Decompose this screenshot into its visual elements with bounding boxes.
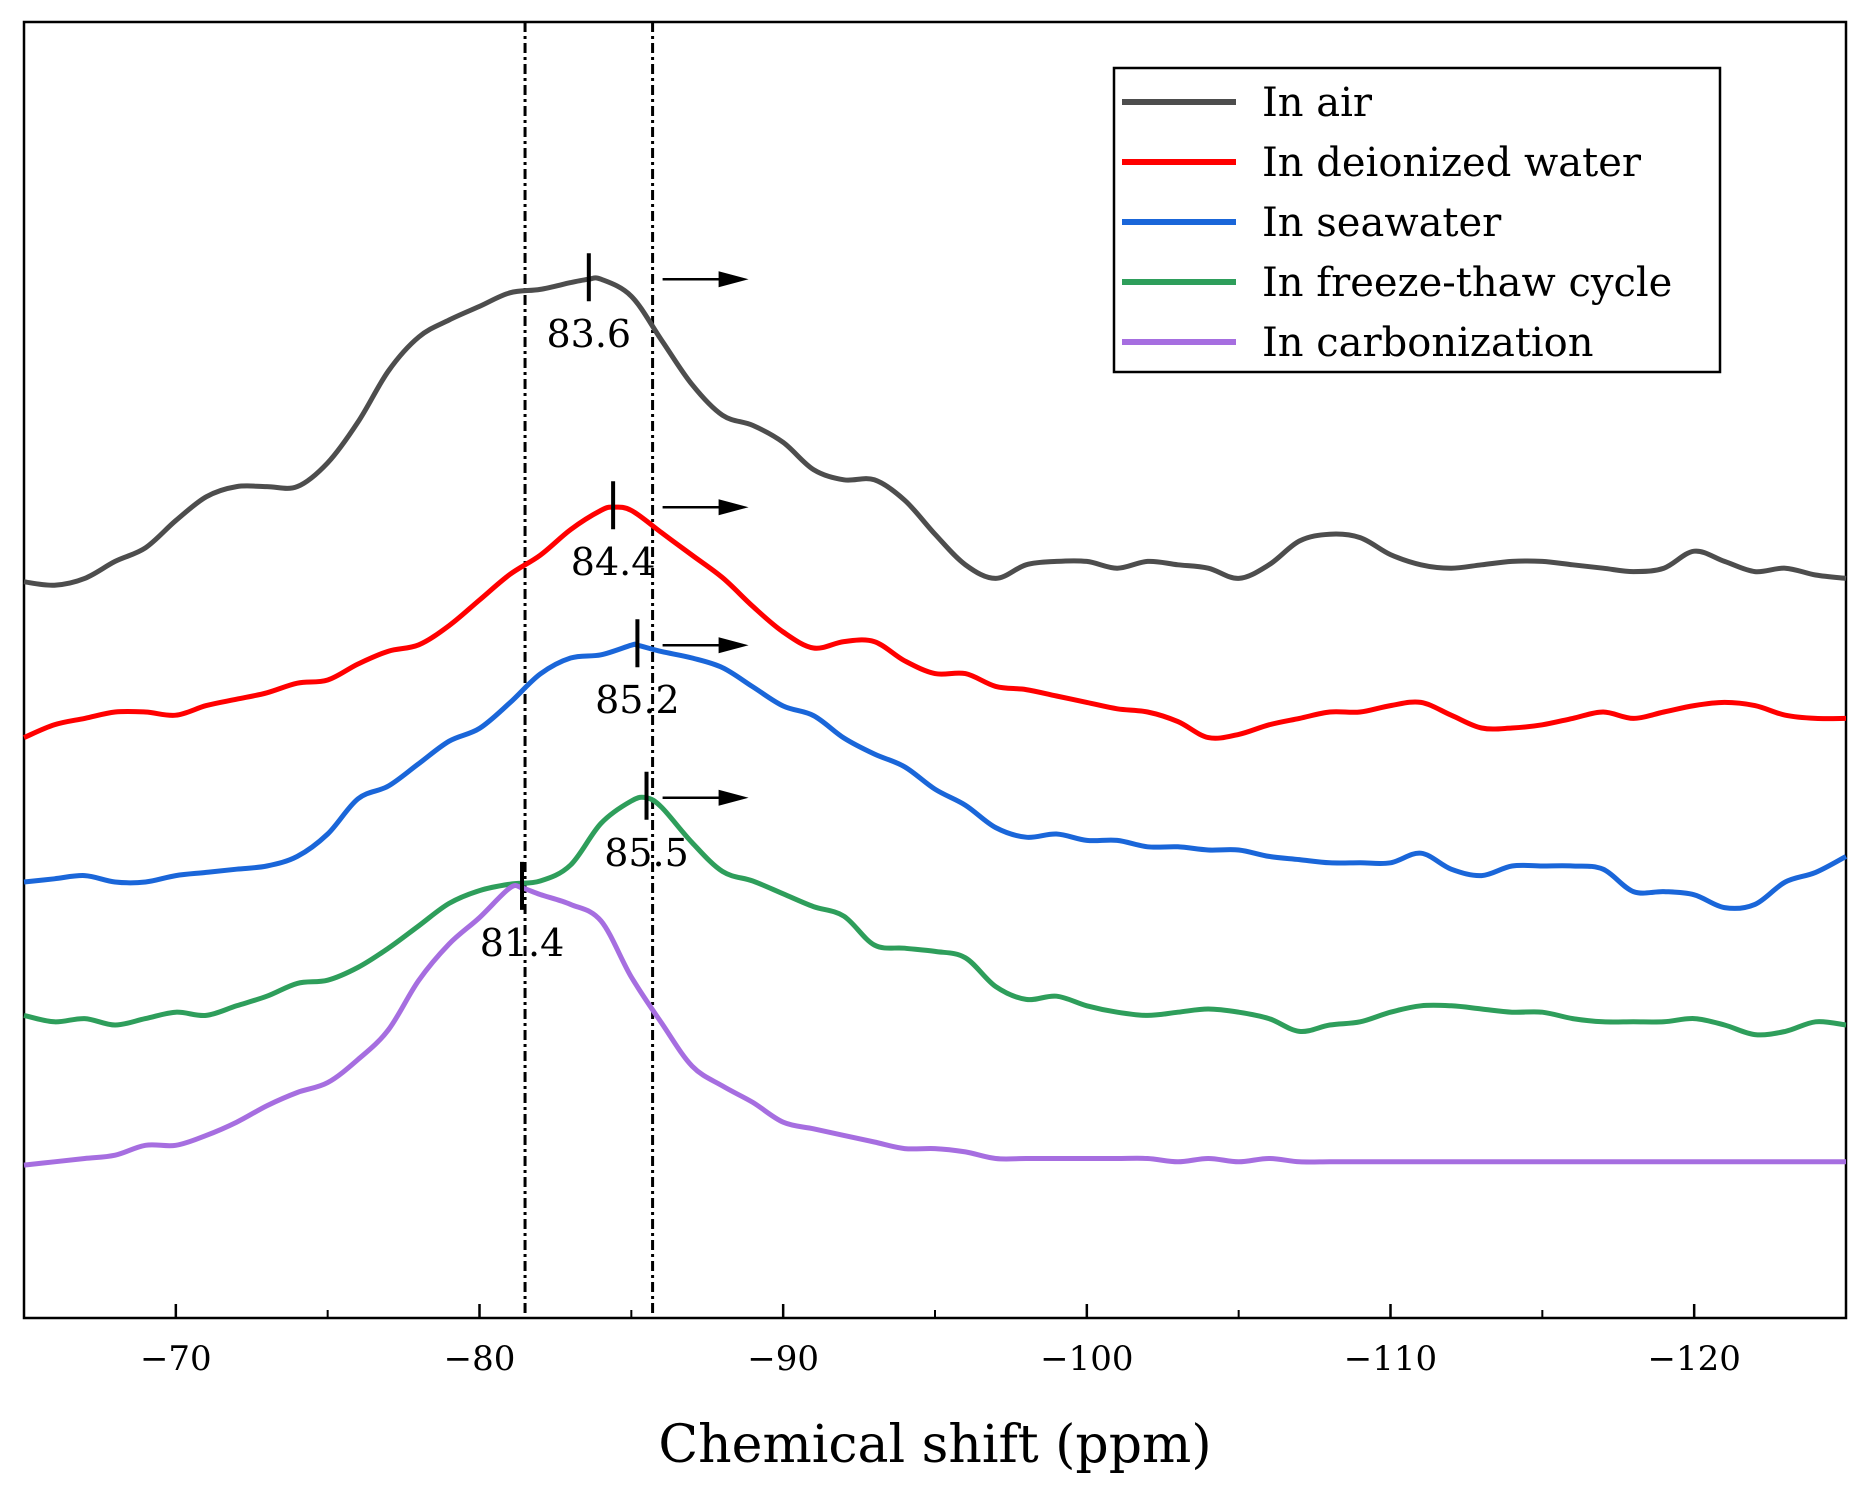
x-tick-label: −80 [444,1339,516,1379]
legend-label-1: In air [1262,80,1373,126]
series-line-4 [23,794,1847,1038]
x-tick-label: −70 [140,1339,212,1379]
x-tick-label: −110 [1344,1339,1437,1379]
x-axis-title: Chemical shift (ppm) [658,1415,1211,1475]
x-tick-label: −90 [747,1339,819,1379]
peak-label-2: 84.4 [571,540,656,584]
reference-lines [523,22,655,1318]
x-axis: −70 −80 −90 −100 −110 −120 [23,1304,1847,1379]
legend-label-4: In freeze-thaw cycle [1262,260,1672,306]
peak-label-4: 85.5 [604,831,689,875]
x-tick-label: −100 [1040,1339,1133,1379]
legend-label-2: In deionized water [1262,140,1642,186]
x-tick-label: −120 [1647,1339,1740,1379]
series-line-1 [23,275,1847,588]
legend-label-3: In seawater [1262,200,1502,246]
legend: In air In deionized water In seawater In fr… [1112,66,1722,374]
series-layer [23,275,1848,1168]
shift-arrowhead-2 [718,499,749,516]
series-line-5 [23,882,1846,1168]
peak-label-1: 83.6 [547,312,632,356]
peak-label-3: 85.2 [595,678,680,722]
shift-arrowhead-1 [718,271,749,288]
peak-label-5: 81.4 [480,921,565,965]
peak-markers: 83.6 84.4 85.2 85.5 81.4 [480,253,749,965]
shift-arrowhead-3 [718,637,749,654]
legend-label-5: In carbonization [1262,320,1594,366]
shift-arrowhead-4 [718,789,749,806]
series-line-3 [23,641,1848,911]
series-line-2 [23,504,1847,741]
